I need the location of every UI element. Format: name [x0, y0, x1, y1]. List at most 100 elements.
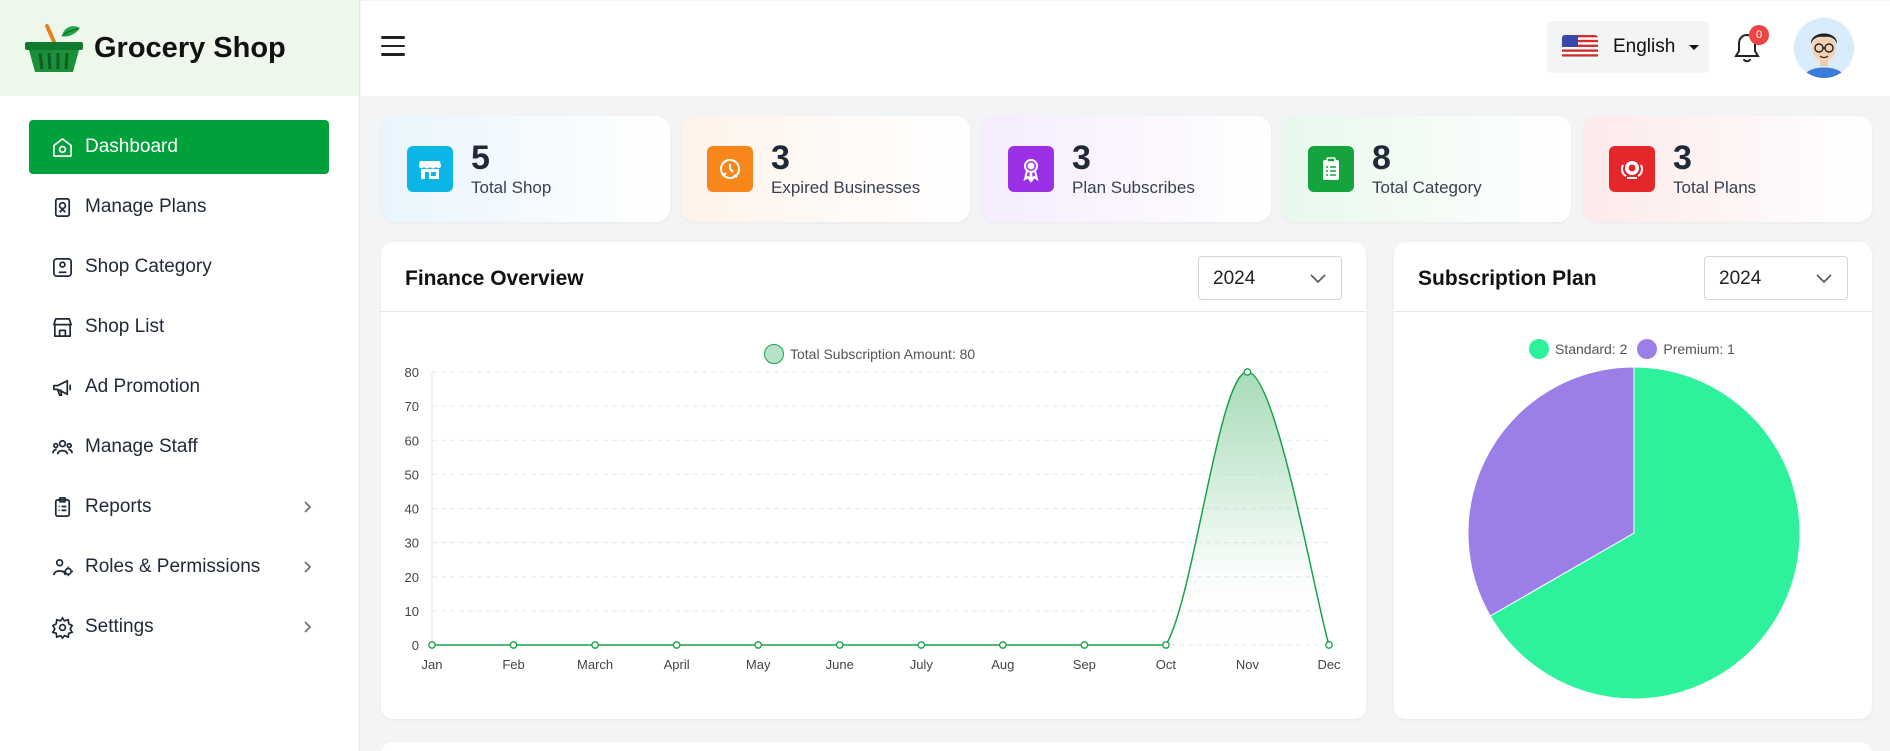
store-icon: [53, 317, 72, 337]
stat-card-plan-subscribes[interactable]: 3 Plan Subscribes: [982, 116, 1271, 222]
series-area: [432, 372, 1329, 645]
subscription-pie-chart: [1467, 366, 1801, 700]
legend-label: Premium: 1: [1663, 341, 1735, 357]
data-point: [1162, 641, 1170, 649]
sidebar-item-label: Roles & Permissions: [85, 556, 261, 577]
sidebar-item-label: Manage Staff: [85, 436, 198, 457]
x-tick-label: Aug: [991, 657, 1014, 672]
data-point: [835, 641, 844, 649]
clipboard-icon: [1308, 146, 1354, 192]
y-tick-label: 30: [405, 536, 419, 551]
sidebar-item-label: Ad Promotion: [85, 376, 201, 397]
y-tick-label: 10: [405, 604, 419, 619]
pie-slice: [1467, 366, 1635, 617]
legend-label: Total Subscription Amount: 80: [790, 346, 976, 362]
x-tick-label: Dec: [1317, 657, 1341, 672]
sidebar-item-reports[interactable]: Reports: [29, 480, 329, 534]
stat-value: 3: [1072, 138, 1091, 177]
data-point: [1325, 641, 1333, 649]
y-tick-label: 60: [405, 433, 419, 448]
stat-card-total-plans[interactable]: 3 Total Plans: [1583, 116, 1872, 222]
sidebar-item-manage-plans[interactable]: Manage Plans: [29, 180, 329, 234]
chevron-right-icon: [304, 561, 312, 573]
award-icon: [1008, 146, 1054, 192]
legend-swatch: [764, 344, 784, 364]
stat-value: 8: [1372, 138, 1391, 177]
stat-label: Expired Businesses: [771, 178, 921, 198]
panel-title: Finance Overview: [405, 267, 584, 290]
y-tick-label: 20: [405, 570, 419, 585]
stat-value: 5: [471, 138, 490, 177]
sidebar-nav: Dashboard Manage Plans Shop Category Sho…: [0, 96, 359, 654]
pie-legend: Standard: 2 Premium: 1: [1529, 339, 1745, 359]
x-tick-label: Jan: [422, 657, 443, 672]
chart-legend[interactable]: Total Subscription Amount: 80: [764, 344, 975, 364]
badge-icon: [1609, 146, 1655, 192]
year-select[interactable]: 2024: [1704, 256, 1848, 300]
chevron-right-icon: [304, 501, 312, 513]
stat-card-total-category[interactable]: 8 Total Category: [1282, 116, 1571, 222]
sidebar-item-settings[interactable]: Settings: [29, 600, 329, 654]
category-icon: [53, 257, 72, 277]
legend-swatch: [1637, 339, 1658, 359]
panel-header: Subscription Plan 2024: [1394, 242, 1872, 312]
stat-label: Total Category: [1372, 178, 1482, 198]
sidebar-item-shop-list[interactable]: Shop List: [29, 300, 329, 354]
x-tick-label: Feb: [502, 657, 524, 672]
expired-icon: [707, 146, 753, 192]
stat-card-expired-businesses[interactable]: 3 Expired Businesses: [681, 116, 970, 222]
caret-down-icon: [1689, 44, 1700, 50]
topbar: English 0: [361, 1, 1890, 96]
sidebar-item-manage-staff[interactable]: Manage Staff: [29, 420, 329, 474]
sidebar-item-dashboard[interactable]: Dashboard: [29, 120, 329, 174]
staff-icon: [52, 439, 73, 454]
language-label: English: [1613, 36, 1676, 57]
year-select[interactable]: 2024: [1198, 256, 1342, 300]
notification-badge: 0: [1749, 25, 1769, 45]
sidebar-item-label: Settings: [85, 616, 154, 637]
legend-item-standard[interactable]: Standard: 2: [1529, 339, 1627, 359]
x-tick-label: March: [577, 657, 613, 672]
notifications-button[interactable]: 0: [1732, 25, 1769, 71]
chevron-down-icon: [1816, 274, 1832, 284]
roles-icon: [53, 558, 74, 576]
y-tick-label: 40: [405, 502, 419, 517]
stat-label: Total Shop: [471, 178, 552, 198]
basket-icon: [25, 24, 83, 72]
data-point: [754, 641, 763, 649]
menu-toggle-button[interactable]: [381, 36, 405, 58]
x-tick-label: May: [746, 657, 771, 672]
language-selector[interactable]: English: [1547, 21, 1709, 73]
sidebar-item-roles-permissions[interactable]: Roles & Permissions: [29, 540, 329, 594]
data-point: [1080, 641, 1089, 649]
sidebar-item-ad-promotion[interactable]: Ad Promotion: [29, 360, 329, 414]
x-tick-label: Nov: [1236, 657, 1260, 672]
chevron-down-icon: [1310, 274, 1326, 284]
finance-line-chart: 0 10 20 30 40 50 60 70 80 Jan Feb March April May June…: [405, 365, 1342, 672]
stat-value: 3: [1673, 138, 1692, 177]
year-select-value: 2024: [1213, 268, 1256, 289]
x-tick-label: Oct: [1156, 657, 1177, 672]
sidebar-item-label: Manage Plans: [85, 196, 207, 217]
data-point: [509, 641, 518, 649]
next-panel: [381, 742, 1872, 751]
sidebar-item-shop-category[interactable]: Shop Category: [29, 240, 329, 294]
stat-value: 3: [771, 138, 790, 177]
sidebar-item-label: Shop List: [85, 316, 165, 337]
sidebar-item-label: Dashboard: [85, 136, 178, 157]
stat-card-total-shop[interactable]: 5 Total Shop: [381, 116, 670, 222]
megaphone-icon: [53, 379, 72, 396]
y-tick-label: 50: [405, 467, 419, 482]
sidebar-item-label: Shop Category: [85, 256, 212, 277]
plans-icon: [54, 197, 71, 217]
gear-icon: [51, 615, 74, 639]
data-point: [672, 641, 681, 649]
panel-header: Finance Overview 2024: [381, 242, 1366, 312]
legend-item-premium[interactable]: Premium: 1: [1637, 339, 1735, 359]
x-tick-label: July: [910, 657, 934, 672]
user-avatar[interactable]: [1794, 18, 1854, 78]
brand[interactable]: Grocery Shop: [0, 0, 359, 96]
stat-label: Plan Subscribes: [1072, 178, 1195, 198]
data-point: [917, 641, 926, 649]
data-point: [591, 641, 599, 649]
